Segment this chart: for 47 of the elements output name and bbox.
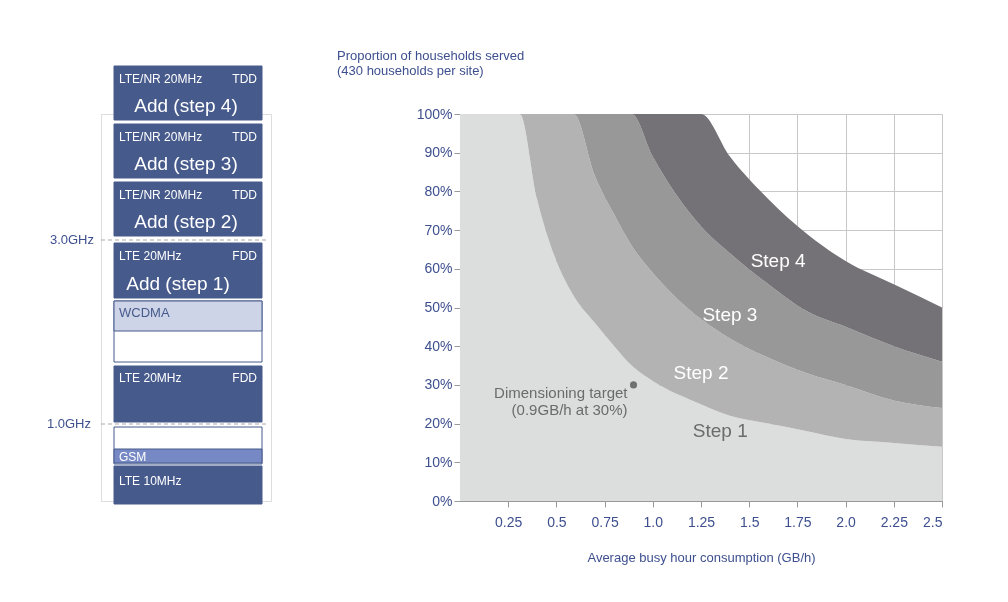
- x-tick-label: 2.25: [880, 513, 909, 530]
- y-tick-label: 30%: [424, 376, 453, 393]
- text: LTE 10MHz: [119, 474, 182, 488]
- text: Add (step 3): [134, 153, 238, 174]
- text: 3.0GHz: [49, 232, 94, 247]
- y-tick-label: 80%: [424, 182, 453, 199]
- text: Add (step 4): [134, 95, 238, 116]
- text: WCDMA: [119, 305, 170, 320]
- text: LTE 20MHz: [119, 371, 182, 385]
- y-tick-label: 0%: [432, 492, 453, 509]
- x-tick-label: 2.5: [923, 513, 943, 530]
- text: Add (step 1): [126, 273, 230, 294]
- text: TDD: [232, 72, 258, 86]
- series-label: Step 2: [673, 362, 729, 384]
- text: FDD: [232, 371, 258, 385]
- x-tick-label: 2.0: [836, 513, 857, 530]
- text: LTE/NR 20MHz: [119, 72, 203, 86]
- y-axis-title: Proportion of households served (430 households per site): [337, 48, 525, 78]
- y-tick-label: 100%: [416, 105, 453, 122]
- series-label: Step 4: [750, 250, 807, 272]
- text: TDD: [232, 188, 258, 202]
- text: FDD: [232, 249, 258, 263]
- text: GSM: [119, 450, 147, 464]
- x-tick-label: 1.25: [687, 513, 716, 530]
- text: 1.0GHz: [46, 416, 91, 431]
- y-tick-label: 60%: [424, 260, 453, 277]
- x-tick-label: 0.75: [591, 513, 619, 530]
- y-tick-label: 40%: [424, 337, 453, 354]
- y-tick-label: 10%: [424, 453, 453, 470]
- y-tick-label: 20%: [424, 415, 453, 432]
- x-tick-label: 0.25: [495, 513, 523, 530]
- x-tick-label: 1.5: [739, 513, 760, 530]
- x-axis-title: Average busy hour consumption (GB/h): [587, 549, 816, 565]
- y-tick-label: 70%: [424, 221, 453, 238]
- series-label: Dimensioning target (0.9GB/h at 30%): [494, 383, 629, 418]
- y-tick-label: 90%: [424, 144, 453, 161]
- y-tick-label: 50%: [424, 299, 453, 315]
- series-label: Step 1: [692, 420, 748, 442]
- x-tick-label: 0.5: [547, 513, 567, 530]
- text: LTE/NR 20MHz: [119, 188, 203, 202]
- series-label: Step 3: [702, 304, 758, 326]
- x-tick-label: 1.0: [643, 513, 664, 530]
- text: LTE 20MHz: [119, 249, 182, 263]
- x-tick-label: 1.75: [784, 513, 812, 530]
- text: Add (step 2): [134, 211, 238, 232]
- text: TDD: [232, 130, 258, 144]
- text: LTE/NR 20MHz: [119, 130, 203, 144]
